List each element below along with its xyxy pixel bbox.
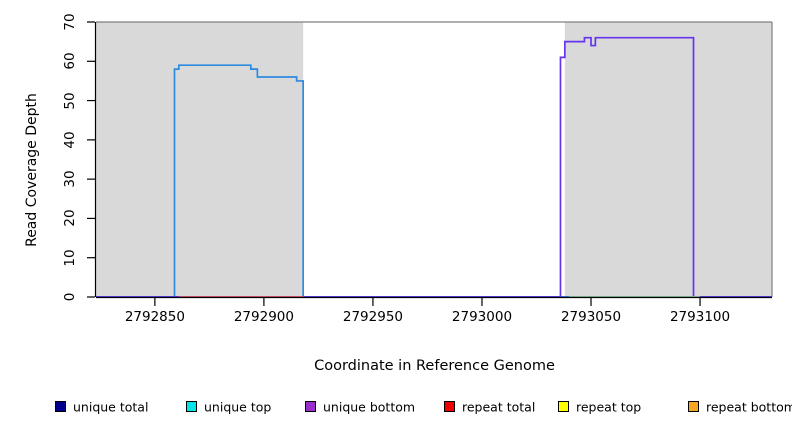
legend-swatch-icon xyxy=(305,401,316,412)
x-tick-label: 2793050 xyxy=(560,309,622,325)
series-line-unique-top xyxy=(96,64,772,298)
legend-label: unique total xyxy=(73,399,149,415)
legend-item-unique-bottom[interactable]: unique bottom xyxy=(305,398,415,416)
legend-item-repeat-total[interactable]: repeat total xyxy=(444,398,535,416)
shaded-region xyxy=(96,22,304,297)
legend-label: unique bottom xyxy=(323,399,416,415)
y-tick-label: 30 xyxy=(62,170,78,188)
y-axis-title: Read Coverage Depth xyxy=(24,93,40,247)
legend-item-repeat-top[interactable]: repeat top xyxy=(558,398,641,416)
legend-swatch-icon xyxy=(55,401,66,412)
chart-legend: unique total unique top unique bottom repea… xyxy=(0,398,792,418)
legend-swatch-icon xyxy=(444,401,455,412)
shaded-region xyxy=(564,22,772,297)
legend-item-unique-total[interactable]: unique total xyxy=(55,398,148,416)
y-tick-label: 20 xyxy=(62,209,78,228)
legend-label: repeat top xyxy=(576,399,642,415)
legend-label: unique top xyxy=(204,399,272,415)
y-tick-label: 70 xyxy=(62,13,78,31)
legend-swatch-icon xyxy=(558,401,569,412)
x-tick-label: 2793000 xyxy=(451,309,513,325)
y-tick-label: 40 xyxy=(62,131,78,149)
x-tick-label: 2792850 xyxy=(124,309,185,325)
legend-item-repeat-bottom[interactable]: repeat bottom xyxy=(688,398,792,416)
x-axis-title: Coordinate in Reference Genome xyxy=(314,358,555,374)
legend-item-unique-top[interactable]: unique top xyxy=(186,398,271,416)
y-tick-label: 0 xyxy=(62,292,78,302)
x-tick-label: 2792950 xyxy=(342,309,403,325)
legend-swatch-icon xyxy=(186,401,197,412)
y-tick-label: 50 xyxy=(62,91,78,110)
x-tick-label: 2792900 xyxy=(233,309,294,325)
y-tick-label: 60 xyxy=(62,52,78,70)
x-tick-label: 2793100 xyxy=(669,309,731,325)
legend-swatch-icon xyxy=(688,401,699,412)
legend-label: repeat total xyxy=(462,399,536,415)
legend-label: repeat bottom xyxy=(706,399,792,415)
y-tick-label: 10 xyxy=(62,249,78,267)
series-line-unique-bottom xyxy=(96,36,772,298)
